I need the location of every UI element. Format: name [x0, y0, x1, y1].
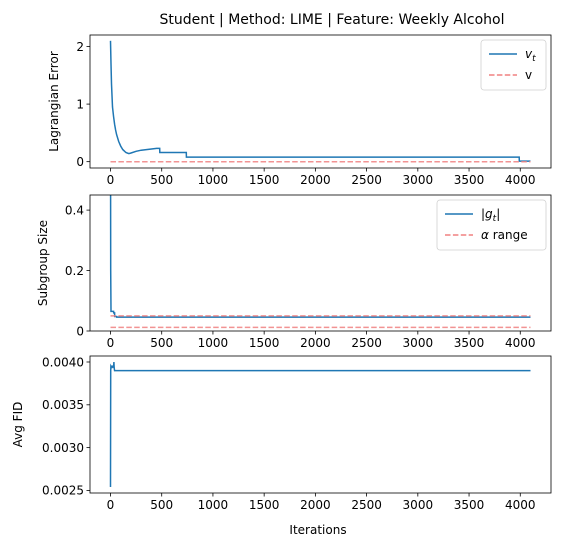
- x-tick-label: 3000: [403, 498, 434, 512]
- x-tick-label: 1000: [198, 336, 229, 350]
- y-tick-label: 0.0025: [42, 484, 84, 498]
- x-tick-label: 1500: [249, 336, 280, 350]
- y-tick-label: 0.0035: [42, 398, 84, 412]
- y-axis-label: Lagrangian Error: [47, 51, 61, 152]
- axes-frame: [89, 194, 552, 332]
- y-tick-label: 0.2: [65, 264, 84, 278]
- chart-title: Student | Method: LIME | Feature: Weekly…: [160, 12, 505, 28]
- series-line-v-t: [109, 40, 531, 162]
- legend-label: α range: [481, 228, 528, 242]
- legend: vt v: [480, 39, 547, 91]
- legend-label: v: [525, 68, 532, 82]
- x-tick-label: 3500: [454, 173, 485, 187]
- x-tick-label: 2000: [300, 173, 331, 187]
- legend-label: vt: [525, 47, 536, 64]
- x-tick-label: 3500: [454, 336, 485, 350]
- x-tick-label: 0: [107, 336, 115, 350]
- y-tick-label: 0: [76, 155, 84, 169]
- x-tick-label: 0: [107, 498, 115, 512]
- x-tick-label: 1500: [249, 498, 280, 512]
- x-tick-label: 0: [107, 173, 115, 187]
- x-tick-label: 3500: [454, 498, 485, 512]
- axes-frame: [89, 355, 552, 494]
- x-tick-label: 500: [150, 336, 173, 350]
- x-tick-label: 3000: [403, 336, 434, 350]
- x-tick-label: 500: [150, 173, 173, 187]
- axes-frame: [89, 34, 552, 169]
- x-tick-label: 2500: [351, 498, 382, 512]
- y-tick-label: 0.0030: [42, 441, 84, 455]
- x-tick-label: 2000: [300, 498, 331, 512]
- x-tick-label: 2500: [351, 173, 382, 187]
- x-tick-label: 4000: [505, 336, 536, 350]
- x-axis-label: Iterations: [289, 523, 346, 537]
- panel-lagrangian-error: 0 500 1000 1500 2000 2500 3000 3500 4000 0 1 2 Lagra…: [47, 34, 552, 187]
- y-tick-label: 0: [76, 324, 84, 338]
- legend-label: |gt|: [481, 207, 500, 224]
- series-group: [109, 40, 531, 163]
- y-tick-label: 0.0040: [42, 355, 84, 369]
- series-group: [109, 361, 531, 488]
- x-tick-label: 4000: [505, 498, 536, 512]
- y-tick-label: 0.4: [65, 203, 84, 217]
- x-tick-label: 1000: [198, 498, 229, 512]
- panel-avg-fid: 0 500 1000 1500 2000 2500 3000 3500 4000 0.0025 0.…: [11, 355, 552, 512]
- x-tick-label: 1000: [198, 173, 229, 187]
- x-tick-label: 2000: [300, 336, 331, 350]
- x-tick-label: 4000: [505, 173, 536, 187]
- x-tick-label: 3000: [403, 173, 434, 187]
- y-tick-label: 1: [76, 97, 84, 111]
- y-tick-label: 2: [76, 40, 84, 54]
- y-axis-label: Subgroup Size: [36, 220, 50, 306]
- x-tick-label: 2500: [351, 336, 382, 350]
- legend: |gt| α range: [436, 199, 547, 251]
- y-axis-label: Avg FID: [11, 402, 25, 448]
- series-line-avg-fid: [109, 361, 531, 488]
- series-line--g-t-: [109, 195, 531, 318]
- series-group: [109, 195, 531, 329]
- x-tick-label: 500: [150, 498, 173, 512]
- legend-box: [480, 39, 547, 91]
- legend-box: [436, 199, 547, 251]
- panel-subgroup-size: 0 500 1000 1500 2000 2500 3000 3500 4000 0 0.2 0.4 S…: [36, 194, 552, 350]
- x-tick-label: 1500: [249, 173, 280, 187]
